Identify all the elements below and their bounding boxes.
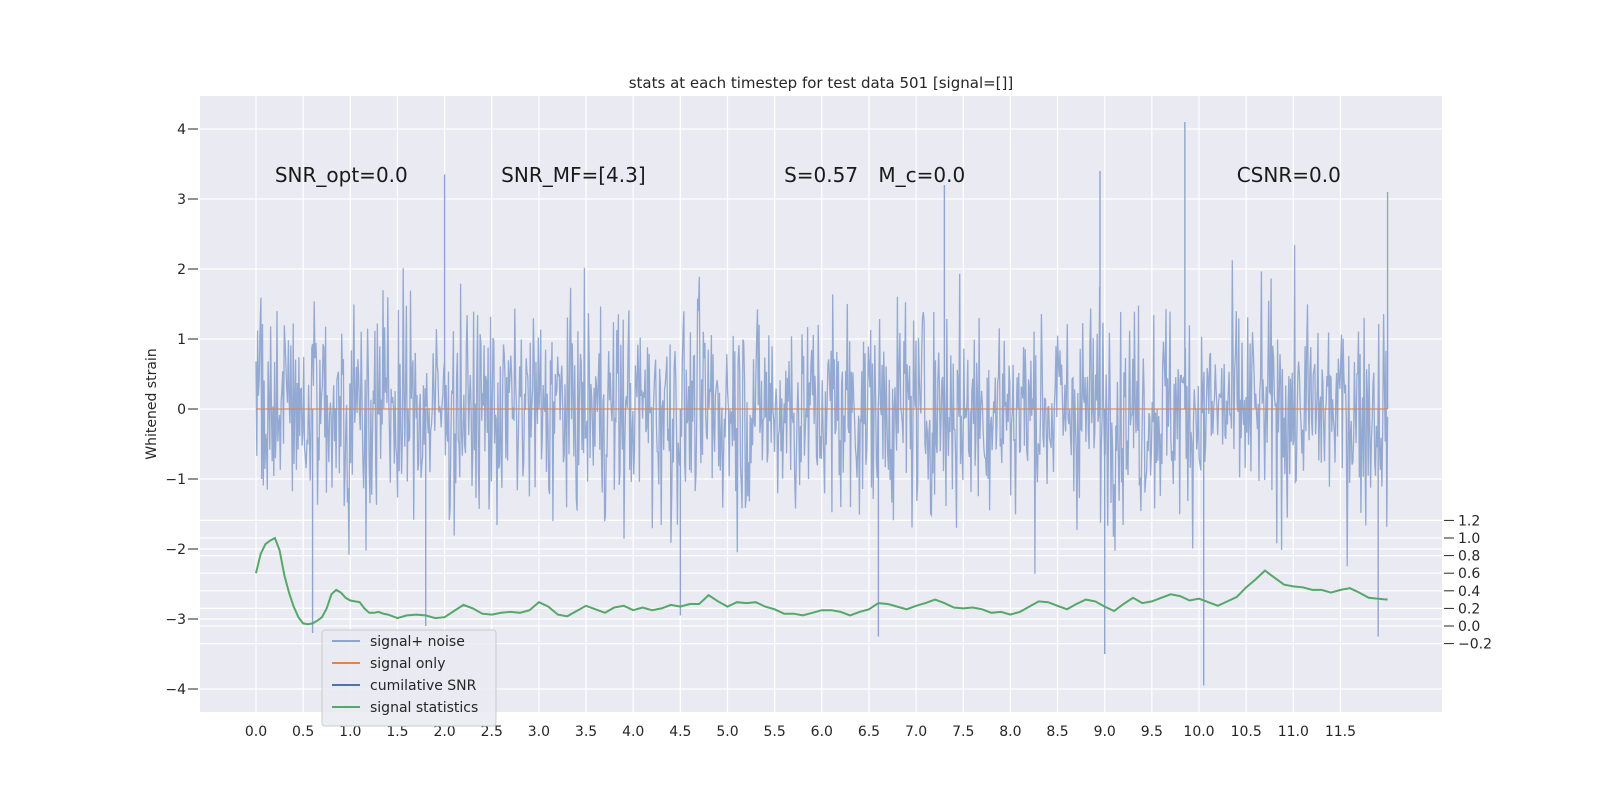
right-axis-ticks: 1.2 1.0 0.80.6 0.40.2 0.0 −0.2: [1444, 513, 1492, 653]
x-tick-label: 11.5: [1325, 724, 1356, 740]
annotation-text: SNR_MF=[4.3]: [501, 163, 645, 187]
legend-label: signal only: [370, 656, 445, 672]
x-tick-label: 2.0: [433, 724, 455, 740]
x-tick-label: 10.0: [1183, 724, 1214, 740]
grid: [200, 96, 1442, 712]
x-tick-label: 1.0: [339, 724, 361, 740]
y-axis-ticks: 4 3 2 1 0 −1 −2 −3 −4: [165, 122, 198, 698]
y-axis-label: Whitened strain: [144, 348, 160, 459]
y-tick-label: 0: [177, 402, 186, 418]
legend-box: [321, 629, 497, 727]
x-tick-label: 6.0: [811, 724, 833, 740]
y-tick-label: −1: [165, 472, 186, 488]
y2-tick-label: 0.4: [1458, 584, 1480, 600]
x-tick-label: 3.0: [528, 724, 550, 740]
x-tick-label: 9.0: [1094, 724, 1116, 740]
annotation-text: S=0.57: [784, 163, 858, 187]
y-tick-label: −2: [165, 542, 186, 558]
y2-tick-label: 0.8: [1458, 549, 1480, 565]
signal-statistics-series: [255, 536, 1388, 626]
y2-tick-label: 1.2: [1458, 513, 1480, 529]
legend-label: signal+ noise: [370, 634, 465, 650]
y2-tick-label: 1.0: [1458, 531, 1480, 547]
x-tick-label: 7.0: [905, 724, 927, 740]
x-axis-ticks: 0.0 0.5 1.0 1.5 2.0 2.5 3.0 3.5 4.0 4.5 5.0 5.5 6.0 6…: [245, 724, 1356, 740]
annotation-text: M_c=0.0: [878, 163, 965, 187]
x-tick-label: 9.5: [1141, 724, 1163, 740]
annotations: SNR_opt=0.0 SNR_MF=[4.3] S=0.57 M_c=0.0 CSNR…: [275, 163, 1341, 187]
x-tick-label: 4.0: [622, 724, 644, 740]
legend: signal+ noise signal only cumilative SNR si…: [321, 629, 497, 727]
x-tick-label: 10.5: [1231, 724, 1262, 740]
x-tick-label: 2.5: [481, 724, 503, 740]
y-tick-label: 4: [177, 122, 186, 138]
x-tick-label: 5.5: [764, 724, 786, 740]
y2-tick-label: −0.2: [1458, 637, 1492, 653]
annotation-text: SNR_opt=0.0: [275, 163, 408, 187]
y-tick-label: 2: [177, 262, 186, 278]
x-tick-label: 1.5: [386, 724, 408, 740]
y-tick-label: −4: [165, 682, 186, 698]
y-tick-label: 3: [177, 192, 186, 208]
y-tick-label: 1: [177, 332, 186, 348]
y2-tick-label: 0.6: [1458, 566, 1480, 582]
x-tick-label: 0.5: [292, 724, 314, 740]
x-tick-label: 0.0: [245, 724, 267, 740]
x-tick-label: 4.5: [669, 724, 691, 740]
x-tick-label: 5.0: [716, 724, 738, 740]
y2-tick-label: 0.2: [1458, 601, 1480, 617]
annotation-text: CSNR=0.0: [1237, 163, 1341, 187]
x-tick-label: 8.5: [1046, 724, 1068, 740]
x-tick-label: 8.0: [999, 724, 1021, 740]
y-tick-label: −3: [165, 612, 186, 628]
x-tick-label: 6.5: [858, 724, 880, 740]
y2-tick-label: 0.0: [1458, 619, 1480, 635]
x-tick-label: 11.0: [1278, 724, 1309, 740]
x-tick-label: 7.5: [952, 724, 974, 740]
x-tick-label: 3.5: [575, 724, 597, 740]
chart-title: stats at each timestep for test data 501…: [629, 74, 1014, 92]
legend-label: cumilative SNR: [370, 678, 477, 694]
signal-statistics-line: [255, 536, 1388, 626]
legend-label: signal statistics: [370, 700, 478, 716]
signal-noise-series: [255, 122, 1389, 686]
